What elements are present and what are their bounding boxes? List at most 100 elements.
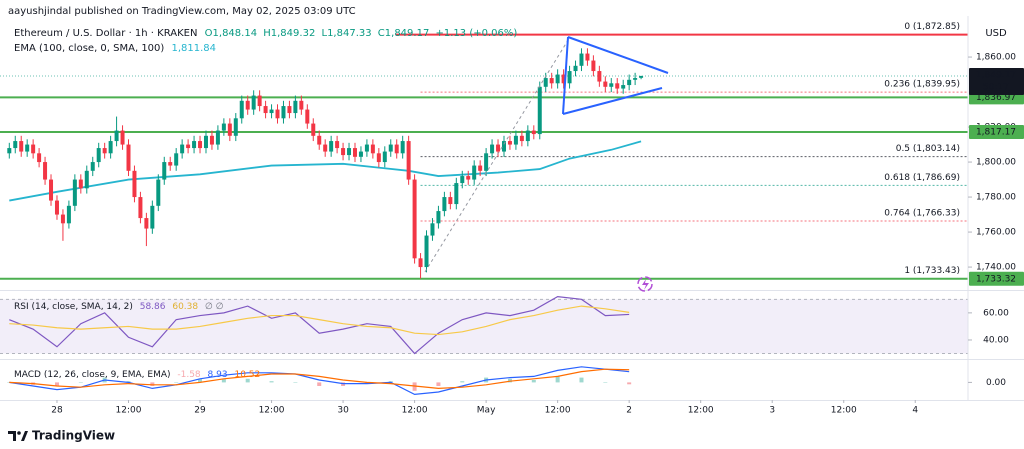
rsi-line — [9, 295, 630, 355]
candle-body — [19, 141, 24, 152]
x-tick-label: 2 — [626, 406, 632, 416]
macd-histogram-bar — [174, 382, 179, 383]
candle-body — [591, 60, 596, 72]
y-tick-label: 1,760.00 — [976, 228, 1016, 238]
candle-body — [639, 76, 644, 78]
candle-body — [579, 53, 584, 66]
currency: USD — [985, 28, 1007, 39]
x-tick-label: 3 — [769, 406, 775, 416]
candle-body — [472, 165, 477, 180]
x-tick-label: 12:00 — [688, 406, 714, 416]
macd-line — [9, 368, 630, 390]
candle-body — [436, 211, 441, 224]
candle-body — [543, 78, 548, 87]
candle-body — [382, 151, 387, 163]
candle-body — [43, 162, 48, 180]
y-tick-label: 1,800.00 — [976, 158, 1016, 168]
candle-body — [150, 205, 155, 229]
candle-body — [507, 141, 512, 145]
candle-body — [156, 179, 161, 206]
candle-body — [490, 144, 495, 154]
candle-body — [364, 144, 369, 152]
candle-body — [555, 74, 560, 84]
candle-body — [49, 179, 54, 201]
candle-body — [269, 109, 274, 114]
candle-body — [281, 106, 286, 119]
candle-body — [323, 144, 328, 152]
candle-body — [168, 162, 173, 166]
candle-body — [400, 141, 405, 154]
candle-body — [454, 183, 459, 205]
candle-body — [138, 197, 143, 219]
rsi-legend: RSI (14, close, SMA, 14, 2) 58.86 60.38 … — [14, 302, 224, 312]
macd-signal-value: 10.52 — [234, 370, 260, 380]
macd-histogram-bar — [436, 382, 441, 386]
candle-body — [13, 141, 18, 149]
x-tick-label: 12:00 — [402, 406, 428, 416]
candle-body — [120, 130, 125, 145]
candle-body — [186, 144, 191, 149]
candle-body — [537, 86, 542, 135]
candle-body — [376, 153, 381, 163]
candle-body — [448, 197, 453, 205]
candle-body — [609, 83, 614, 87]
ema-name: EMA (100, close, 0, SMA, 100) — [14, 43, 164, 54]
candle-body — [358, 151, 363, 157]
candle-body — [209, 135, 214, 145]
macd-histogram-bar — [293, 382, 298, 383]
macd-histogram-bar — [603, 382, 608, 383]
ohlc-high: H1,849.32 — [263, 28, 315, 39]
macd-histogram-bar — [269, 381, 274, 383]
candle-body — [96, 148, 101, 163]
x-tick-label: 30 — [337, 406, 349, 416]
candle-body — [388, 144, 393, 152]
candle-body — [501, 141, 506, 152]
macd-histogram-bar — [54, 382, 59, 386]
candle-body — [549, 78, 554, 84]
publisher: aayushjindal published on TradingView.co… — [8, 6, 356, 17]
candle-body — [263, 106, 268, 114]
candle-body — [597, 71, 602, 82]
candle-body — [132, 170, 137, 198]
candle-body — [192, 141, 197, 149]
candle-body — [251, 95, 256, 110]
candle-body — [484, 153, 489, 171]
x-tick-label: 29 — [194, 406, 206, 416]
candle-body — [78, 179, 83, 189]
candle-body — [347, 148, 352, 156]
level-badge-label: 1,733.32 — [976, 274, 1016, 284]
candle-body — [561, 74, 566, 84]
macd-line — [9, 366, 630, 396]
candle-body — [460, 176, 465, 184]
rsi-extra: ∅ ∅ — [205, 302, 224, 312]
badge-layer: 1,836.97 1,817.17 1,733.32 1,849.17 50:17 — [969, 68, 1024, 286]
plot-layer: 1,740.001,760.001,780.001,800.001,820.00… — [7, 22, 1016, 416]
candle-body — [430, 223, 435, 236]
candle-body — [621, 85, 626, 89]
ema-value: 1,811.84 — [172, 43, 217, 54]
x-tick-label: 12:00 — [831, 406, 857, 416]
candle-body — [221, 123, 226, 131]
level-badge — [969, 271, 1024, 286]
ohlc-low: L1,847.33 — [322, 28, 372, 39]
ohlc-change: +1.13 (+0.06%) — [436, 28, 518, 39]
candle-body — [615, 83, 620, 89]
x-tick-label: 12:00 — [116, 406, 142, 416]
watermark-icon — [637, 276, 653, 292]
candle-body — [72, 179, 77, 206]
y-tick-label: 40.00 — [983, 335, 1009, 345]
candle-body — [174, 153, 179, 166]
macd-histogram-bar — [460, 381, 465, 383]
y-tick-label: 1,860.00 — [976, 53, 1016, 63]
candle-body — [114, 130, 119, 142]
y-tick-label: 1,740.00 — [976, 263, 1016, 273]
level-badge — [969, 125, 1024, 140]
candle-body — [311, 123, 316, 136]
macd-histogram-bar — [245, 378, 250, 383]
x-tick-label: May — [477, 406, 496, 416]
candle-body — [233, 118, 238, 136]
ema-legend: EMA (100, close, 0, SMA, 100) 1,811.84 — [14, 43, 216, 54]
candle-body — [341, 148, 346, 156]
rsi-line — [9, 305, 630, 336]
